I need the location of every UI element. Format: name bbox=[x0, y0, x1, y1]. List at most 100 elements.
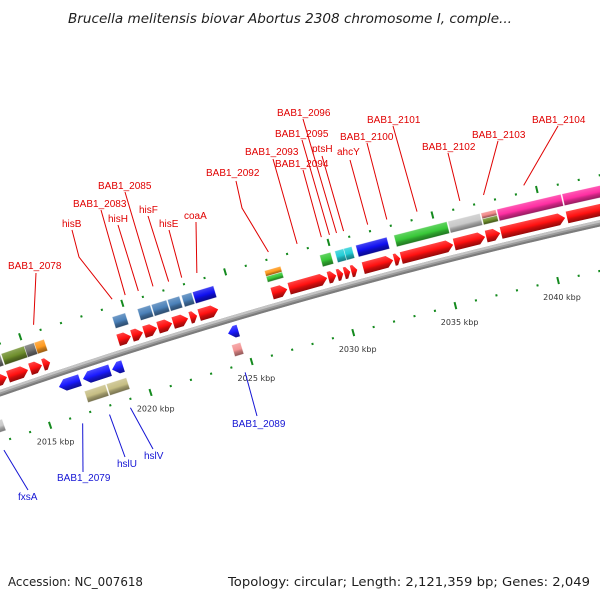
forward-cds-arrow[interactable] bbox=[342, 266, 351, 280]
gene-label[interactable]: hisE bbox=[159, 219, 179, 230]
label-leader-line bbox=[3, 449, 29, 491]
gene-label[interactable]: BAB1_2085 bbox=[98, 181, 152, 192]
forward-feature-block[interactable] bbox=[447, 213, 484, 234]
forward-cds-arrow[interactable] bbox=[0, 373, 8, 393]
label-leader-line bbox=[33, 272, 37, 325]
forward-feature-block[interactable] bbox=[166, 295, 184, 312]
gene-label[interactable]: BAB1_2079 bbox=[57, 473, 111, 484]
forward-cds-arrow[interactable] bbox=[197, 305, 219, 321]
gene-label[interactable]: BAB1_2078 bbox=[8, 261, 62, 272]
reverse-cds-arrow[interactable] bbox=[228, 324, 240, 338]
ruler-minor-tick bbox=[8, 437, 12, 441]
forward-cds-arrow[interactable] bbox=[326, 271, 337, 284]
backbone-group bbox=[0, 220, 600, 397]
forward-cds-arrow[interactable] bbox=[130, 328, 143, 342]
gene-label[interactable]: hisB bbox=[62, 219, 82, 230]
gene-label[interactable]: hslV bbox=[144, 451, 164, 462]
forward-feature-block[interactable] bbox=[0, 345, 29, 366]
forward-cds-arrow[interactable] bbox=[484, 228, 501, 243]
forward-feature-block[interactable] bbox=[343, 246, 356, 261]
forward-cds-arrow[interactable] bbox=[452, 232, 486, 251]
forward-cds-arrow[interactable] bbox=[116, 332, 131, 347]
forward-feature-block[interactable] bbox=[561, 181, 600, 207]
forward-feature-block[interactable] bbox=[265, 271, 285, 283]
forward-feature-block[interactable] bbox=[150, 299, 171, 317]
ruler-major-tick bbox=[148, 388, 153, 397]
forward-cds-arrow[interactable] bbox=[6, 366, 29, 383]
gene-label[interactable]: BAB1_2102 bbox=[422, 142, 476, 153]
reverse-feature-block[interactable] bbox=[0, 418, 7, 436]
gene-label[interactable]: BAB1_2083 bbox=[73, 199, 127, 210]
forward-feature-block[interactable] bbox=[319, 251, 335, 268]
forward-feature-block[interactable] bbox=[136, 304, 155, 321]
forward-feature-block[interactable] bbox=[180, 291, 196, 308]
forward-cds-arrow[interactable] bbox=[349, 264, 358, 278]
gene-label[interactable]: hisF bbox=[139, 205, 158, 216]
ruler-minor-tick bbox=[230, 366, 233, 369]
forward-feature-block[interactable] bbox=[496, 193, 564, 222]
gene-label[interactable]: ahcY bbox=[337, 147, 360, 158]
forward-cds-arrow[interactable] bbox=[28, 361, 43, 375]
ruler-label: 2025 kbp bbox=[238, 374, 276, 383]
label-leader-line bbox=[349, 159, 369, 225]
reverse-feature-block[interactable] bbox=[83, 383, 110, 404]
gene-label[interactable]: BAB1_2101 bbox=[367, 115, 421, 126]
forward-feature-block[interactable] bbox=[33, 338, 49, 355]
gene-label[interactable]: BAB1_2094 bbox=[275, 159, 329, 170]
forward-feature-block[interactable] bbox=[355, 236, 391, 258]
forward-cds-arrow[interactable] bbox=[188, 311, 198, 324]
forward-cds-arrow[interactable] bbox=[335, 268, 344, 282]
outer-major-tick bbox=[326, 238, 331, 247]
label-leader-line bbox=[195, 221, 198, 273]
forward-cds-arrow[interactable] bbox=[156, 319, 173, 334]
gene-label[interactable]: BAB1_2100 bbox=[340, 132, 394, 143]
reverse-cds-arrow[interactable] bbox=[58, 374, 82, 391]
forward-cds-arrow[interactable] bbox=[142, 324, 158, 338]
gene-label[interactable]: BAB1_2093 bbox=[245, 147, 299, 158]
reverse-cds-arrow[interactable] bbox=[82, 364, 112, 383]
gene-label[interactable]: hisH bbox=[108, 214, 128, 225]
gene-label[interactable]: BAB1_2089 bbox=[232, 419, 286, 430]
forward-cds-arrow[interactable] bbox=[399, 240, 454, 264]
label-leader-line bbox=[168, 229, 183, 278]
label-leader-line bbox=[447, 152, 461, 201]
gene-label[interactable]: hslU bbox=[117, 459, 137, 470]
gene-label[interactable]: BAB1_2104 bbox=[532, 115, 586, 126]
outer-minor-tick bbox=[80, 315, 83, 318]
forward-cds-arrow[interactable] bbox=[499, 213, 566, 239]
ruler-major-tick bbox=[453, 301, 458, 310]
gene-label[interactable]: BAB1_2092 bbox=[206, 168, 260, 179]
ruler-minor-tick bbox=[88, 410, 92, 414]
forward-cds-arrow[interactable] bbox=[565, 201, 600, 224]
ruler-minor-tick bbox=[495, 294, 498, 297]
forward-feature-block[interactable] bbox=[481, 214, 499, 226]
gene-label[interactable]: BAB1_2096 bbox=[277, 108, 331, 119]
forward-feature-block[interactable] bbox=[111, 312, 130, 329]
forward-cds-arrow[interactable] bbox=[270, 285, 288, 300]
backbone-shadow bbox=[0, 224, 600, 397]
label-leader-line bbox=[523, 125, 559, 186]
gene-label[interactable]: coaA bbox=[184, 211, 207, 222]
gene-label[interactable]: BAB1_2103 bbox=[472, 130, 526, 141]
forward-cds-arrow[interactable] bbox=[361, 256, 394, 274]
forward-feature-block[interactable] bbox=[191, 285, 218, 305]
forward-cds-arrow[interactable] bbox=[171, 314, 189, 329]
label-leader-line bbox=[129, 407, 154, 450]
reverse-cds-arrow[interactable] bbox=[112, 360, 125, 374]
forward-cds-arrow[interactable] bbox=[287, 273, 328, 295]
outer-minor-tick bbox=[162, 289, 165, 292]
gene-label[interactable]: BAB1_2095 bbox=[275, 129, 329, 140]
gene-label[interactable]: fxsA bbox=[18, 492, 38, 503]
outer-minor-tick bbox=[472, 203, 476, 206]
forward-feature-block[interactable] bbox=[0, 353, 5, 369]
ruler-major-tick bbox=[249, 357, 254, 366]
forward-cds-arrow[interactable] bbox=[41, 358, 51, 371]
reverse-feature-block[interactable] bbox=[231, 341, 245, 358]
forward-feature-block[interactable] bbox=[393, 221, 451, 248]
reverse-feature-block[interactable] bbox=[105, 377, 131, 396]
forward-cds-arrow[interactable] bbox=[392, 253, 401, 266]
backbone-highlight bbox=[0, 220, 600, 393]
gene-label[interactable]: ptsH bbox=[312, 144, 333, 155]
gene-labels: BAB1_2078hisBBAB1_2083hisHBAB1_2085hisFh… bbox=[8, 108, 586, 503]
outer-major-tick bbox=[120, 299, 125, 308]
